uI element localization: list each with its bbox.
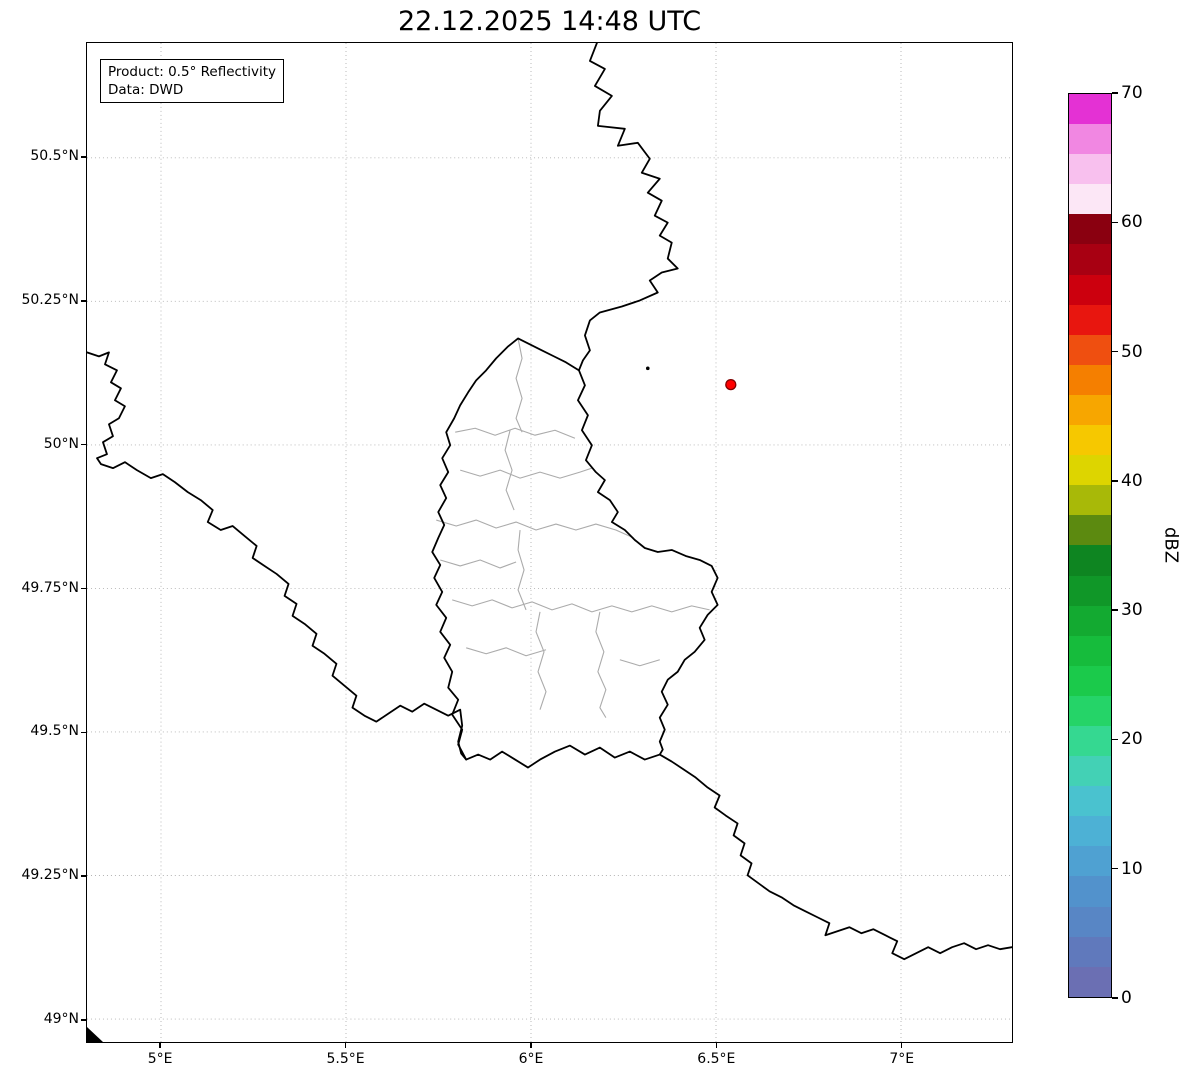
border-fragment [87,1027,103,1042]
colorbar-band [1069,184,1111,215]
x-tick-mark [344,1043,347,1048]
x-tick-label: 6°E [518,1051,544,1067]
x-tick-mark [530,1043,532,1048]
district-border-path [452,599,710,613]
colorbar-tick-mark [1112,609,1118,611]
y-tick-label: 50.5°N [30,148,79,165]
data-source-line: Data: DWD [108,82,184,99]
district-border-path [440,559,517,569]
colorbar-tick-label: 40 [1121,470,1143,491]
colorbar-band [1069,816,1111,847]
y-tick-mark [81,156,86,158]
colorbar [1068,93,1112,998]
district-border-path [436,519,635,539]
colorbar-band [1069,515,1111,546]
x-tick-mark [715,1043,718,1048]
country-border-path [658,753,1012,961]
colorbar-tick-mark [1112,997,1118,999]
colorbar-band [1069,665,1111,696]
y-tick-label: 50°N [43,435,79,452]
colorbar-band [1069,244,1111,275]
colorbar-band [1069,545,1111,576]
country-border-path [431,337,719,769]
colorbar-band [1069,786,1111,817]
colorbar-tick-label: 10 [1121,858,1143,879]
colorbar-band [1069,124,1111,155]
colorbar-band [1069,725,1111,757]
y-tick-mark [81,1019,86,1021]
colorbar-band [1069,425,1111,456]
district-border-path [535,611,547,710]
district-border-path [517,529,527,611]
district-border-path [455,427,576,439]
product-line: Product: 0.5° Reflectivity [108,64,276,80]
country-border-path [87,351,468,761]
x-tick-label: 7°E [889,1051,915,1067]
y-tick-label: 49.75°N [21,579,79,596]
y-tick-mark [81,444,86,446]
colorbar-tick-mark [1112,480,1118,482]
colorbar-tick-mark [1112,738,1118,741]
colorbar-band [1069,455,1111,486]
colorbar-band [1069,334,1111,365]
colorbar-band [1069,485,1111,516]
colorbar-band [1069,756,1111,787]
colorbar-band [1069,394,1111,426]
border-enclave-dot [645,366,650,371]
product-info-box: Product: 0.5° Reflectivity Data: DWD [100,59,284,104]
colorbar-band [1069,846,1111,877]
colorbar-band [1069,364,1111,395]
colorbar-tick-mark [1112,868,1118,870]
colorbar-band [1069,906,1111,937]
y-tick-mark [81,300,86,302]
colorbar-band [1069,876,1111,907]
colorbar-tick-mark [1112,221,1118,223]
colorbar-band [1069,274,1111,305]
map-plot: Product: 0.5° Reflectivity Data: DWD [86,42,1013,1043]
colorbar-band [1069,936,1111,967]
y-tick-label: 49°N [43,1010,79,1027]
colorbar-band [1069,575,1111,606]
district-border-path [619,659,660,667]
colorbar-tick-label: 60 [1121,212,1143,233]
y-tick-mark [81,731,86,734]
colorbar-axis-label: dBZ [1160,526,1182,564]
x-tick-label: 5.5°E [326,1051,365,1067]
map-canvas [87,43,1012,1042]
colorbar-band [1069,695,1111,726]
district-border-path [515,338,523,433]
y-tick-mark [81,875,86,877]
colorbar-band [1069,214,1111,245]
colorbar-band [1069,635,1111,666]
colorbar-band [1069,966,1111,997]
colorbar-tick-label: 70 [1121,83,1143,103]
district-border-path [460,467,593,479]
x-tick-mark [159,1043,161,1048]
y-tick-label: 50.25°N [21,291,79,308]
x-tick-label: 5°E [147,1051,173,1067]
radar-location-marker [725,378,737,391]
district-border-path [504,430,515,511]
district-border-path [466,647,547,657]
district-border-path [595,611,607,718]
y-tick-label: 49.5°N [30,723,79,740]
colorbar-tick-label: 20 [1121,729,1143,750]
y-tick-label: 49.25°N [21,867,79,884]
colorbar-tick-label: 50 [1121,341,1143,362]
x-tick-mark [901,1043,903,1048]
colorbar-tick-label: 30 [1121,600,1143,621]
colorbar-tick-mark [1112,92,1118,94]
colorbar-band [1069,154,1111,185]
figure-title: 22.12.2025 14:48 UTC [397,6,702,37]
y-tick-mark [81,587,86,590]
colorbar-band [1069,94,1111,125]
x-tick-label: 6.5°E [697,1051,736,1067]
colorbar-tick-mark [1112,350,1118,353]
country-border-path [578,43,679,372]
colorbar-band [1069,605,1111,636]
colorbar-band [1069,304,1111,335]
colorbar-tick-label: 0 [1121,988,1132,1008]
